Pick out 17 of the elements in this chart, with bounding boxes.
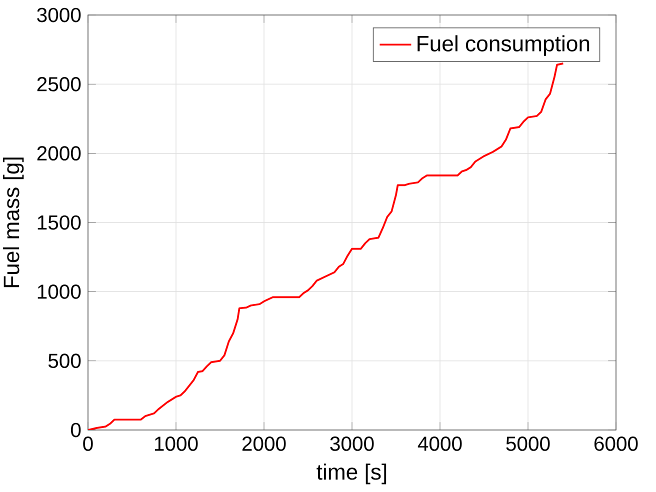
x-tick-label: 0 xyxy=(83,436,93,451)
x-axis-title: time [s] xyxy=(316,464,386,484)
x-tick-label: 1000 xyxy=(154,436,198,451)
x-tick-label: 2000 xyxy=(242,436,286,451)
x-tick-label: 3000 xyxy=(330,436,374,451)
y-tick-label: 2000 xyxy=(37,146,81,161)
y-tick-label: 0 xyxy=(70,422,81,438)
y-tick-label: 2500 xyxy=(37,77,81,92)
y-tick-label: 3000 xyxy=(37,8,81,22)
x-tick-label: 5000 xyxy=(506,436,550,451)
x-tick-label: 6000 xyxy=(594,436,638,451)
y-tick-label: 500 xyxy=(48,354,81,368)
y-axis-title: Fuel mass [g] xyxy=(3,158,24,288)
y-tick-label: 1000 xyxy=(38,284,81,299)
y-tick-label: 1500 xyxy=(38,215,81,230)
legend-label: Fuel consumption xyxy=(418,35,590,56)
x-tick-label: 4000 xyxy=(418,436,462,451)
